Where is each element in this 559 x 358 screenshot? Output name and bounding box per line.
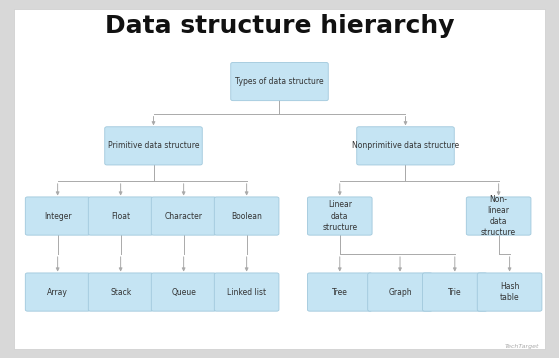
Text: TechTarget: TechTarget — [505, 344, 539, 349]
FancyBboxPatch shape — [88, 273, 153, 311]
FancyBboxPatch shape — [477, 273, 542, 311]
Text: Queue: Queue — [171, 287, 196, 296]
Text: Float: Float — [111, 212, 130, 221]
Text: Stack: Stack — [110, 287, 131, 296]
FancyBboxPatch shape — [214, 273, 279, 311]
Text: Types of data structure: Types of data structure — [235, 77, 324, 86]
Text: Character: Character — [165, 212, 202, 221]
Text: Hash
table: Hash table — [500, 282, 519, 302]
FancyBboxPatch shape — [368, 273, 432, 311]
FancyBboxPatch shape — [151, 273, 216, 311]
Text: Non-
linear
data
structure: Non- linear data structure — [481, 195, 516, 237]
Text: Trie: Trie — [448, 287, 462, 296]
FancyBboxPatch shape — [466, 197, 531, 235]
Text: Graph: Graph — [388, 287, 412, 296]
Text: Linear
data
structure: Linear data structure — [322, 200, 357, 232]
FancyBboxPatch shape — [14, 9, 545, 349]
FancyBboxPatch shape — [307, 273, 372, 311]
FancyBboxPatch shape — [357, 127, 454, 165]
Text: Linked list: Linked list — [227, 287, 266, 296]
Text: Data structure hierarchy: Data structure hierarchy — [105, 14, 454, 38]
FancyBboxPatch shape — [25, 197, 90, 235]
FancyBboxPatch shape — [423, 273, 487, 311]
Text: Boolean: Boolean — [231, 212, 262, 221]
Text: Tree: Tree — [332, 287, 348, 296]
FancyBboxPatch shape — [151, 197, 216, 235]
Text: Integer: Integer — [44, 212, 72, 221]
FancyBboxPatch shape — [25, 273, 90, 311]
FancyBboxPatch shape — [105, 127, 202, 165]
FancyBboxPatch shape — [231, 62, 328, 101]
FancyBboxPatch shape — [307, 197, 372, 235]
FancyBboxPatch shape — [214, 197, 279, 235]
Text: Nonprimitive data structure: Nonprimitive data structure — [352, 141, 459, 150]
Text: Primitive data structure: Primitive data structure — [108, 141, 199, 150]
FancyBboxPatch shape — [88, 197, 153, 235]
Text: Array: Array — [47, 287, 68, 296]
